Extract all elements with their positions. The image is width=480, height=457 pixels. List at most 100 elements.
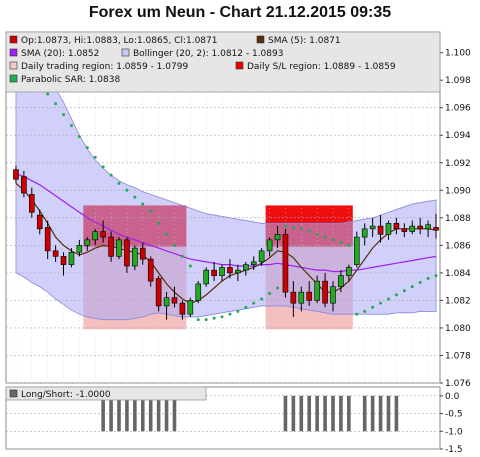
sar-point [355, 312, 359, 316]
legend-entry: Parabolic SAR: 1.0838 [21, 75, 120, 85]
sma20-line [15, 173, 437, 273]
sar-point [260, 297, 264, 301]
sar-point [339, 241, 343, 245]
sar-point [291, 225, 295, 229]
sar-point [133, 195, 137, 199]
candle-body [21, 176, 27, 194]
candle-body [203, 269, 209, 285]
long-short-bar [101, 395, 105, 432]
price-panel: 1.076 1.078 1.080 1.082 1.084 1.086 1.088 1.090… [5, 31, 471, 389]
legend-entry: SMA (5): 1.0871 [268, 36, 341, 46]
sar-point [188, 264, 192, 268]
candle-body [100, 231, 106, 238]
candle-body [76, 245, 83, 253]
y-tick-label: 1.096 [445, 104, 471, 114]
y-tick-label: 1.088 [445, 214, 471, 224]
long-short-bar [331, 395, 335, 432]
sar-point [307, 230, 311, 234]
candle-body [60, 256, 67, 265]
candle-body [322, 280, 328, 304]
candle-body [338, 275, 344, 287]
candle-body [385, 223, 392, 235]
candle-body [282, 234, 289, 293]
candle-body [147, 258, 154, 282]
long-short-bar [323, 395, 327, 432]
candle-body [401, 228, 408, 232]
sar-point [276, 286, 280, 290]
sar-point [418, 281, 422, 285]
sar-point [386, 297, 390, 301]
long-short-bar [172, 395, 177, 432]
candle-body [116, 239, 122, 257]
candle-body [179, 302, 186, 315]
sar-point [371, 305, 375, 309]
candle-body [266, 239, 273, 252]
legend-entry: Daily S/L region: 1.0889 - 1.0859 [247, 62, 396, 72]
long-short-bar [394, 395, 399, 432]
candle-body [290, 291, 297, 304]
sar-point [54, 102, 58, 106]
candle-body [250, 261, 257, 265]
legend-entry: Daily trading region: 1.0859 - 1.0799 [21, 62, 188, 72]
sar-point [268, 292, 272, 296]
candle-body [346, 267, 352, 276]
sar-point [426, 276, 430, 280]
legend-swatch [256, 35, 265, 44]
long-short-bar [125, 395, 129, 432]
legend-swatch [9, 61, 18, 70]
sar-point [323, 235, 327, 239]
candle-body [187, 300, 194, 315]
sar-point [62, 113, 66, 117]
candle-body [409, 225, 416, 232]
long-short-bar [283, 395, 288, 432]
sar-point [172, 243, 176, 247]
candle-body [353, 236, 360, 265]
candle-body [211, 269, 217, 276]
long-short-bar [370, 395, 375, 432]
long-short-bar [347, 395, 351, 432]
long-short-bar [315, 395, 319, 432]
y-tick-label: 1.080 [445, 324, 471, 334]
sar-point [394, 293, 398, 297]
candle-body [369, 225, 376, 230]
candle-body [314, 280, 320, 301]
candle-body [195, 283, 202, 301]
lower-legend-swatch [9, 389, 18, 398]
sar-point [141, 202, 145, 206]
sar-point [331, 238, 335, 242]
sar-point [228, 312, 232, 316]
legend-swatch [9, 35, 18, 44]
sar-point [101, 165, 105, 169]
long-short-bar [299, 395, 304, 432]
candle-body [243, 264, 249, 271]
candle-body [155, 278, 162, 307]
sar-point [434, 274, 438, 278]
candle-body [68, 251, 75, 265]
sar-point [212, 316, 216, 320]
chart-title: Forex um Neun - Chart 21.12.2015 09:35 [88, 4, 392, 21]
legend-entry: Op:1.0873, Hi:1.0883, Lo:1.0865, Cl:1.08… [21, 36, 217, 46]
candle-body [235, 269, 241, 274]
candle-body [44, 227, 51, 252]
sar-point [363, 309, 367, 313]
y-tick-label: 1.100 [445, 49, 471, 59]
legend-box [5, 31, 441, 93]
candle-body [258, 250, 265, 263]
candle-body [393, 223, 400, 230]
y-tick-label: -1.5 [445, 445, 463, 455]
y-tick-label: 1.082 [445, 296, 471, 306]
candle-body [361, 228, 368, 238]
sar-point [149, 209, 153, 213]
y-tick-label: 1.092 [445, 159, 471, 169]
sar-point [236, 309, 240, 313]
y-tick-label: 1.098 [445, 76, 471, 86]
sar-point [410, 285, 414, 289]
candle-body [124, 239, 130, 267]
candle-body [52, 250, 59, 257]
long-short-panel: 0.0 -0.5 -1.0 -1.5 Long/Short: -1.0000 [5, 386, 463, 455]
sma5-line [15, 182, 437, 304]
sar-point [379, 301, 383, 305]
candle-body [274, 234, 281, 241]
sar-point [220, 315, 224, 319]
candle-body [425, 224, 431, 230]
